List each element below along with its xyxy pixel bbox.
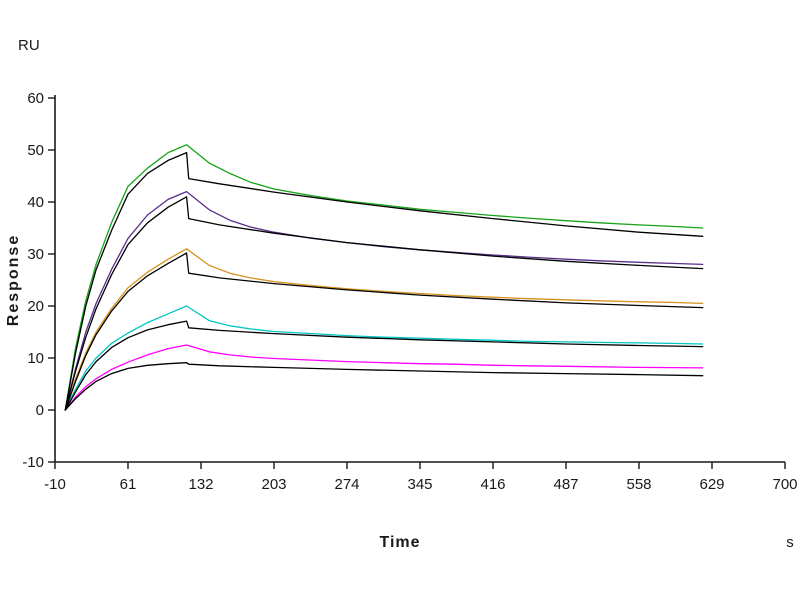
x-tick-label: 132 [188,476,213,493]
y-tick-label: 0 [36,402,44,419]
series-conc-1-response [64,144,704,411]
y-axis-unit-label: RU [18,37,40,54]
x-tick-label: 61 [120,476,137,493]
y-axis-title: Response [5,234,22,326]
x-tick-label: 629 [699,476,724,493]
y-tick-label: 30 [27,246,44,263]
x-tick-label: 416 [480,476,505,493]
series-conc-4-response [64,305,704,411]
y-tick-label: -10 [22,454,44,471]
axis-ticks: -10 61 132 203 274 345 416 487 558 629 700 -10 0 10 20… [22,90,797,493]
series-conc-2-fit [64,196,704,411]
x-tick-label: 487 [553,476,578,493]
x-tick-label: 345 [407,476,432,493]
series-conc-2-response [64,190,704,411]
x-tick-label: 700 [772,476,797,493]
x-tick-label: 558 [626,476,651,493]
series-conc-3-response [64,248,704,411]
x-axis-title: Time [379,534,420,551]
series-layer [64,144,704,411]
y-tick-label: 50 [27,142,44,159]
series-conc-5-fit [64,362,704,411]
y-tick-label: 20 [27,298,44,315]
x-tick-label: 274 [334,476,359,493]
series-conc-1-fit [64,151,704,411]
x-tick-label: -10 [44,476,66,493]
x-axis-unit-label: s [786,534,794,551]
series-conc-4-fit [64,320,704,411]
y-tick-label: 40 [27,194,44,211]
x-tick-label: 203 [261,476,286,493]
series-conc-3-fit [64,252,704,411]
series-conc-5-response [64,344,704,411]
y-tick-label: 60 [27,90,44,107]
y-tick-label: 10 [27,350,44,367]
